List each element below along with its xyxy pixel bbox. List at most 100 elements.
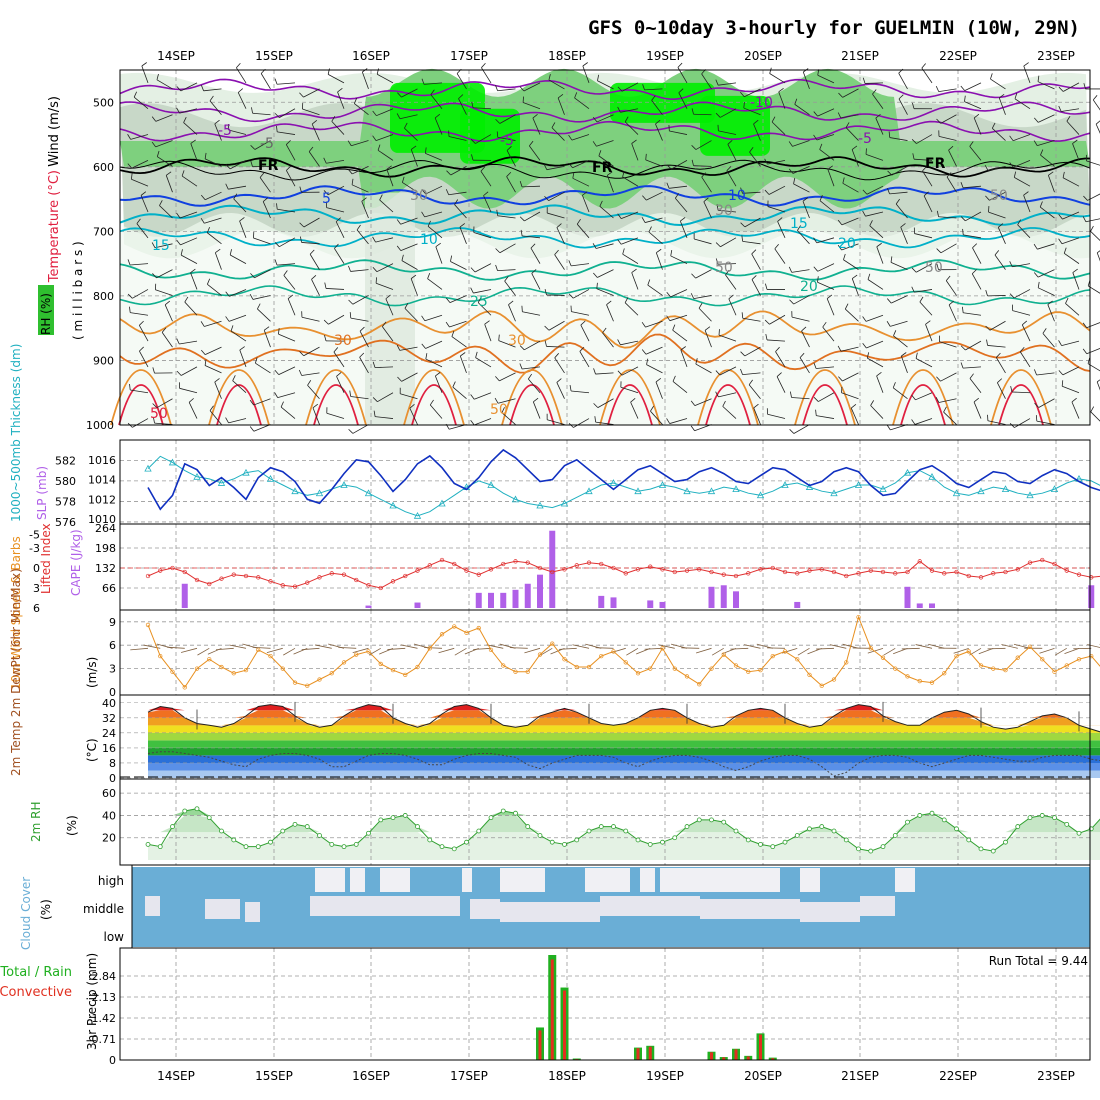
wind-barb [152, 398, 173, 409]
wind-barb-staff [769, 73, 786, 84]
wind-barb-flag [348, 299, 354, 305]
wind-barb-flag [845, 122, 850, 128]
wind-barb [326, 201, 345, 213]
wind-barb-flag [532, 113, 538, 119]
cloud-clear-high [895, 868, 915, 892]
wind-barb-flag [421, 343, 426, 349]
wind-barb-staff [252, 295, 271, 300]
wind-barb-staff [376, 263, 394, 273]
wind-barb [287, 294, 296, 316]
wind-barb-staff [352, 295, 369, 305]
wind-barb-staff [311, 123, 320, 141]
wind-barb-flag [919, 296, 924, 303]
wind-barb-flag [936, 263, 939, 270]
wind-barb [985, 191, 1006, 201]
wind-barb-flag [233, 193, 238, 200]
wind-barb-flag [214, 119, 220, 125]
wind-barb-staff [287, 298, 296, 316]
wind-barb-staff [1061, 340, 1080, 346]
thickness-point [340, 481, 348, 488]
wind-barb-staff [965, 340, 982, 351]
wind-barb-flag [376, 68, 379, 75]
wind-barb-flag [533, 397, 539, 403]
wind-barb-flag [1058, 86, 1064, 92]
wind-barb-staff [923, 195, 933, 213]
wind-barb [333, 347, 345, 368]
y-tick-label: 40 [102, 809, 116, 822]
wind-barb-flag [690, 293, 695, 299]
wind-barb [1085, 154, 1100, 166]
wind-barb-staff [915, 392, 933, 401]
wind-barb-flag [704, 326, 711, 331]
wind-barb-staff [792, 140, 810, 147]
wind-barb-staff [679, 220, 688, 238]
wind-barb [948, 300, 957, 322]
wind-barb-flag [373, 410, 376, 417]
wind-barb [311, 275, 320, 296]
wind-barb-flag [862, 77, 866, 84]
wind-barb [988, 206, 1006, 219]
wind-barb-staff [819, 200, 835, 213]
wind-barb-flag [348, 265, 351, 272]
wind-barb-staff [556, 382, 565, 399]
wind-barb [1087, 357, 1100, 372]
cape-lifted-panel [119, 523, 1091, 611]
wind-speed-point [256, 647, 261, 653]
wind-speed-point [929, 680, 935, 685]
wind-barb-flag [286, 165, 291, 171]
wind-barb-staff [621, 237, 639, 245]
wind-barb [672, 324, 688, 342]
wind-barb-flag [471, 101, 474, 108]
wind-barb-staff [425, 152, 443, 161]
wind-barb-staff [474, 263, 492, 273]
wind-barb-flag [401, 176, 405, 183]
lifted-index-point [439, 557, 445, 563]
wind-barb [299, 217, 320, 228]
lifted-index-point [194, 577, 200, 583]
wind-barb-flag [299, 222, 305, 228]
wind-barb-flag [410, 274, 417, 279]
wind-speed-point [672, 666, 677, 671]
wind-speed-point [537, 652, 543, 657]
rh2m-point [353, 842, 359, 847]
thickness-point [609, 479, 618, 486]
wind-barb [843, 253, 859, 270]
wind-barb-flag [495, 248, 501, 254]
rh2m-point [892, 833, 898, 838]
wind-barb-flag [691, 159, 694, 166]
wind-barb-flag [141, 62, 147, 67]
wind-barb [973, 397, 982, 419]
wind-barb-staff [449, 295, 467, 304]
wind-barb [225, 417, 247, 424]
wind-barb-staff [155, 289, 173, 296]
precip-panel [119, 947, 1091, 1061]
wind-barb [622, 248, 639, 264]
wind10m-barb [283, 647, 296, 656]
wind-barb [155, 283, 173, 296]
cape-bar [794, 601, 801, 608]
wind-barb-flag [477, 297, 482, 303]
wind-barb-staff [161, 332, 173, 348]
wind-barb-staff [497, 88, 516, 92]
wind-barb-staff [522, 311, 541, 316]
lifted-index-point [1003, 569, 1008, 575]
wind-barb [250, 160, 271, 168]
wind10m-barb [730, 647, 749, 650]
wind-barb [159, 200, 173, 219]
wind-barb-staff [326, 412, 345, 419]
wind-barb-flag [506, 171, 512, 177]
wind-barb-flag [372, 397, 378, 402]
wind-barb-staff [914, 233, 933, 239]
wind-barb [201, 85, 222, 92]
wind-barb [890, 256, 908, 271]
wind-barb-flag [568, 134, 573, 141]
wind-barb-staff [230, 254, 247, 264]
wind-barb-flag [774, 243, 779, 250]
rh2m-point [537, 833, 543, 838]
wind-barb-flag [1022, 320, 1028, 326]
wind-barb [1023, 62, 1031, 84]
wind-barb [813, 237, 835, 244]
wind-barb-staff [450, 261, 467, 270]
rh2m-point [623, 828, 629, 834]
wind-barb-flag [483, 191, 489, 196]
